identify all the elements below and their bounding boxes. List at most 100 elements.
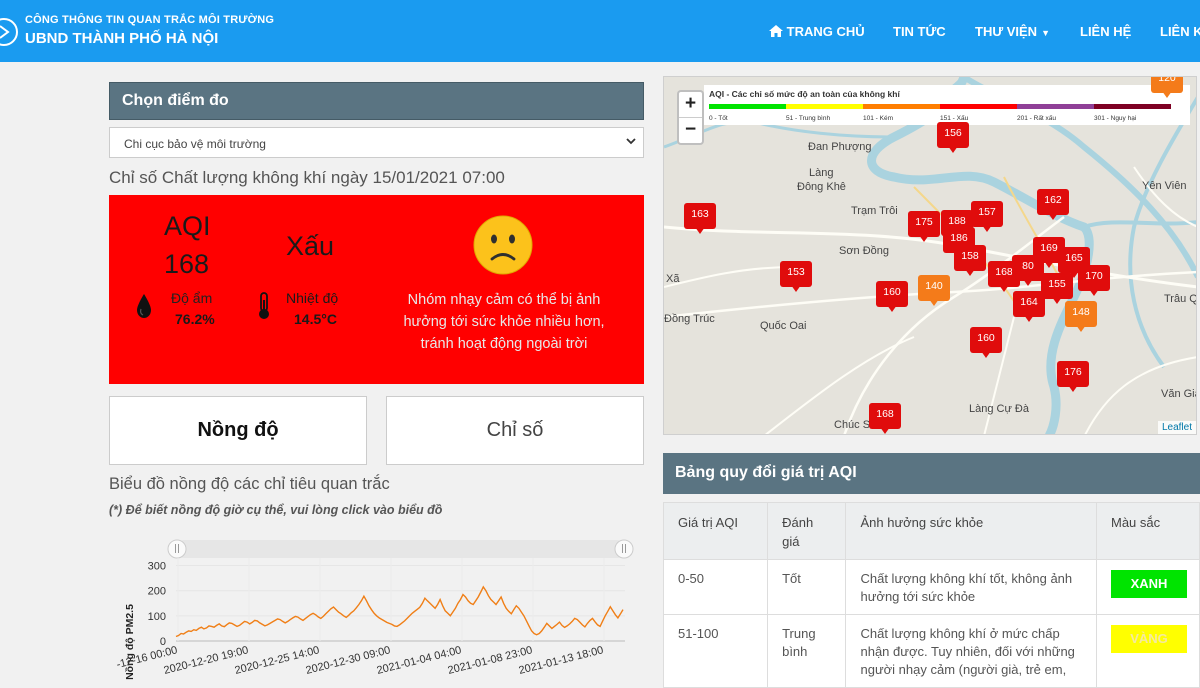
caret-down-icon: ▼ [1041,28,1050,38]
tab-concentration[interactable]: Nồng độ [109,396,367,465]
cell-effect: Chất lượng không khí ở mức chấp nhận đượ… [845,614,1097,688]
place-label: Văn Gia [1161,388,1197,400]
pm25-series-line[interactable] [175,585,624,638]
aqi-card: AQI 168 Xấu Độ ẩm 76.2% Nhiệt độ 14.5°C … [109,195,644,384]
aqi-legend: AQI - Các chỉ số mức độ an toàn của khôn… [704,85,1190,125]
humidity-label: Độ ẩm [171,290,213,306]
legend-color-bar [1017,104,1094,109]
col-aqi-value: Giá trị AQI [662,502,769,560]
aqi-level: Xấu [286,231,335,261]
aqi-marker[interactable]: 175 [908,211,940,242]
portal-title[interactable]: UBND THÀNH PHỐ HÀ NỘI [25,30,219,47]
place-label: Yên Viên [1142,180,1187,192]
aqi-marker[interactable]: 156 [937,122,969,153]
zoom-in-button[interactable]: + [679,92,702,118]
legend-color-bar [940,104,1017,109]
aqi-marker[interactable]: 170 [1078,265,1110,296]
legend-label: 101 - Kém [863,115,893,122]
place-label: Đông Khê [797,181,846,193]
nav-home[interactable]: TRANG CHỦ [769,24,865,39]
map-attribution[interactable]: Leaflet [1157,421,1196,434]
nav-contact[interactable]: LIÊN HỆ [1080,24,1132,39]
col-color: Màu sắc [1096,502,1200,560]
y-tick-label: 300 [148,561,166,573]
chart-gridlines [176,558,625,642]
aqi-label: AQI [164,211,211,241]
aqi-value: 168 [164,249,210,279]
aqi-marker[interactable]: 157 [971,201,1003,232]
aqi-marker[interactable]: 164 [1013,291,1045,322]
zoom-out-button[interactable]: − [684,119,697,140]
nav-library-label: THƯ VIỆN [975,24,1038,39]
aqi-map[interactable]: + − AQI - Các chỉ số mức độ an toàn của … [663,76,1197,435]
nav-links[interactable]: LIÊN K [1160,24,1200,39]
cell-rating: Trung bình [767,614,847,688]
cell-rating: Tốt [767,559,847,615]
station-select-value: Chi cục bảo vệ môi trường [124,137,266,151]
aqi-marker[interactable]: 176 [1057,361,1089,392]
table-row: 0-50 Tốt Chất lượng không khí tốt, không… [662,559,1200,615]
chevron-down-icon [626,138,636,145]
aqi-table-heading: Bảng quy đổi giá trị AQI [663,453,1200,494]
chart-note: (*) Để biết nồng độ giờ cụ thể, vui lòng… [109,503,443,517]
aqi-marker[interactable]: 165 [1058,247,1090,278]
legend-label: 301 - Nguy hại [1094,115,1137,122]
pm25-line-chart[interactable]: Nồng độ PM2.5 0 100 200 300 -12-16 00:00202… [100,530,645,683]
place-label: Trâu Q [1164,293,1197,305]
aqi-marker[interactable]: 155 [1041,273,1073,304]
range-slider-track[interactable] [176,540,625,558]
range-handle-left[interactable] [167,539,187,559]
place-label: Xã [666,273,680,285]
place-label: Sơn Đồng [839,245,890,257]
aqi-marker[interactable]: 120 [1151,77,1183,98]
cell-range: 0-50 [662,559,769,615]
place-label: Trạm Trôi [851,205,898,217]
aqi-marker[interactable]: 160 [970,327,1002,358]
aqi-marker[interactable]: 162 [1037,189,1069,220]
station-heading: Chọn điểm đo [109,82,644,120]
temperature-label: Nhiệt độ [286,290,339,306]
logo-icon[interactable] [0,12,22,50]
place-label: Đan Phượng [808,141,872,153]
map-base [664,77,1196,434]
temperature-value: 14.5°C [294,311,337,327]
legend-label: 201 - Rất xấu [1017,115,1057,122]
y-tick-label: 200 [148,586,166,598]
col-rating: Đánh giá [767,502,847,560]
nav-library[interactable]: THƯ VIỆN ▼ [975,24,1050,39]
portal-subtitle: CÔNG THÔNG TIN QUAN TRẮC MÔI TRƯỜNG [25,14,275,26]
y-tick-label: 100 [148,611,166,623]
nav-news[interactable]: TIN TỨC [893,24,946,39]
tab-index[interactable]: Chỉ số [386,396,644,465]
place-label: Đồng Trúc [664,313,715,325]
color-swatch-green: XANH [1111,570,1187,598]
aqi-marker[interactable]: 153 [780,261,812,292]
legend-color-bar [863,104,940,109]
aqi-marker[interactable]: 168 [869,403,901,434]
station-select[interactable]: Chi cục bảo vệ môi trường [109,127,644,158]
place-label: Quốc Oai [760,320,807,332]
cell-color: VÀNG [1096,614,1200,688]
place-label: Làng Cự Đà [969,403,1029,415]
legend-label: 51 - Trung bình [786,115,831,122]
zoom-control: + − [677,90,704,145]
aqi-marker[interactable]: 163 [684,203,716,234]
humidity-value: 76.2% [175,311,215,327]
legend-color-bar [1094,104,1171,109]
aqi-conversion-table: Giá trị AQI Đánh giá Ảnh hưởng sức khỏe … [662,502,1200,688]
aqi-marker[interactable]: 140 [918,275,950,306]
aqi-marker[interactable]: 148 [1065,301,1097,332]
aqi-marker[interactable]: 160 [876,281,908,312]
chart-ylabel: Nồng độ PM2.5 [124,604,136,680]
aqi-marker[interactable]: 158 [954,245,986,276]
cell-effect: Chất lượng không khí tốt, không ảnh hưởn… [845,559,1097,615]
chart-y-ticks: 0 100 200 300 [148,561,166,648]
range-handle-right[interactable] [614,539,634,559]
legend-color-bar [709,104,786,109]
aqi-marker[interactable]: 80 [1012,255,1044,286]
table-header-row: Giá trị AQI Đánh giá Ảnh hưởng sức khỏe … [662,502,1200,560]
cell-range: 51-100 [662,614,769,688]
health-advice: Nhóm nhạy cảm có thể bị ảnh hưởng tới sứ… [403,292,605,352]
humidity-drop-icon [137,294,151,318]
